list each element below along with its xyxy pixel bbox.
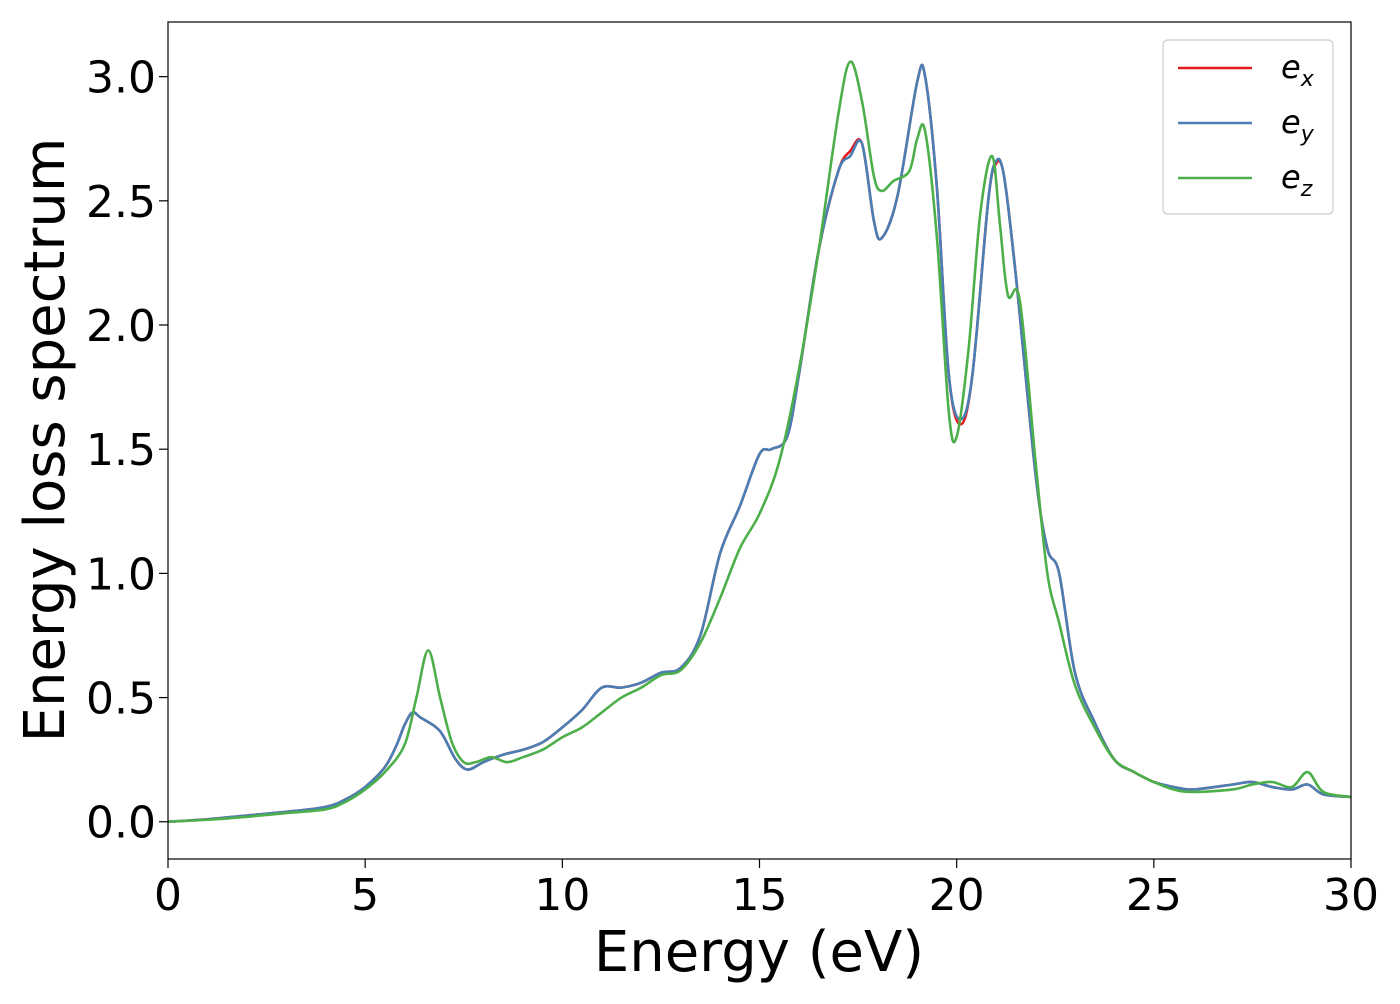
y-axis-label: Energy loss spectrum: [13, 138, 78, 743]
x-axis-label: Energy (eV): [594, 920, 924, 985]
y-tick-label: 0.5: [86, 674, 156, 725]
legend-label-z: ez: [1281, 158, 1313, 202]
x-tick-label: 30: [1323, 870, 1379, 921]
x-tick-label: 15: [732, 870, 788, 921]
x-axis: 0 5 10 15 20 25 30: [154, 859, 1379, 921]
x-tick-label: 10: [534, 870, 590, 921]
y-tick-label: 2.5: [86, 177, 156, 228]
x-tick-label: 20: [929, 870, 985, 921]
y-tick-label: 2.0: [86, 301, 156, 352]
y-tick-label: 3.0: [86, 53, 156, 104]
y-tick-label: 1.5: [86, 425, 156, 476]
x-tick-label: 0: [154, 870, 182, 921]
y-axis: 0.0 0.5 1.0 1.5 2.0 2.5 3.0: [86, 53, 168, 849]
series-line-e-z: [168, 60, 1351, 824]
x-tick-label: 25: [1126, 870, 1182, 921]
x-tick-label: 5: [351, 870, 379, 921]
series-line-e-y: [168, 63, 1351, 824]
y-tick-label: 0.0: [86, 798, 156, 849]
legend-box: [1162, 39, 1334, 215]
y-tick-label: 1.0: [86, 549, 156, 600]
series-layer: [168, 60, 1351, 824]
